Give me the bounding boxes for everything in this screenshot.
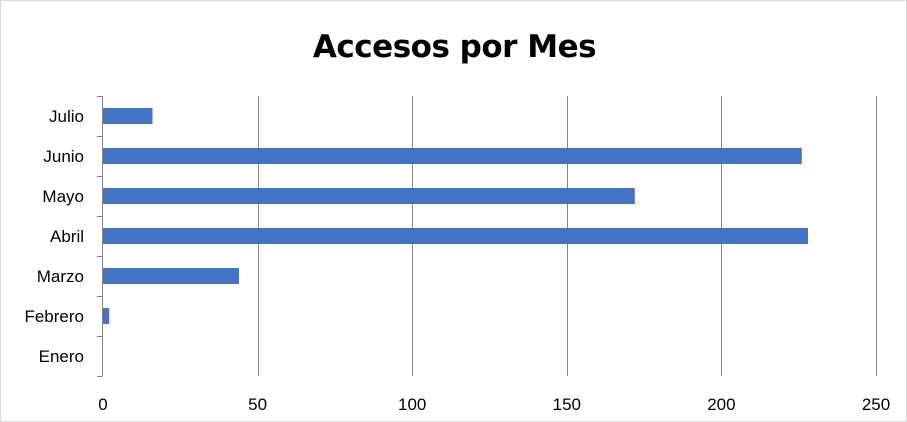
x-tick-label-250: 250 — [862, 395, 890, 414]
bar-abril — [103, 228, 808, 244]
y-tick-label-junio: Junio — [43, 147, 84, 166]
y-tick-label-febrero: Febrero — [24, 307, 84, 326]
x-tick-label-50: 50 — [248, 395, 267, 414]
bar-mayo — [103, 188, 635, 204]
bar-febrero — [103, 308, 110, 324]
x-tick-label-200: 200 — [707, 395, 735, 414]
bar-junio — [103, 148, 802, 164]
y-tick-label-enero: Enero — [39, 347, 84, 366]
y-tick-label-julio: Julio — [49, 107, 84, 126]
bar-marzo — [103, 268, 239, 284]
x-tick-label-0: 0 — [98, 395, 107, 414]
x-tick-label-100: 100 — [398, 395, 426, 414]
bar-julio — [103, 108, 153, 124]
x-tick-label-150: 150 — [553, 395, 581, 414]
y-tick-label-mayo: Mayo — [42, 187, 84, 206]
chart-title: Accesos por Mes — [312, 29, 597, 65]
y-tick-label-marzo: Marzo — [37, 267, 84, 286]
y-tick-label-abril: Abril — [50, 227, 84, 246]
